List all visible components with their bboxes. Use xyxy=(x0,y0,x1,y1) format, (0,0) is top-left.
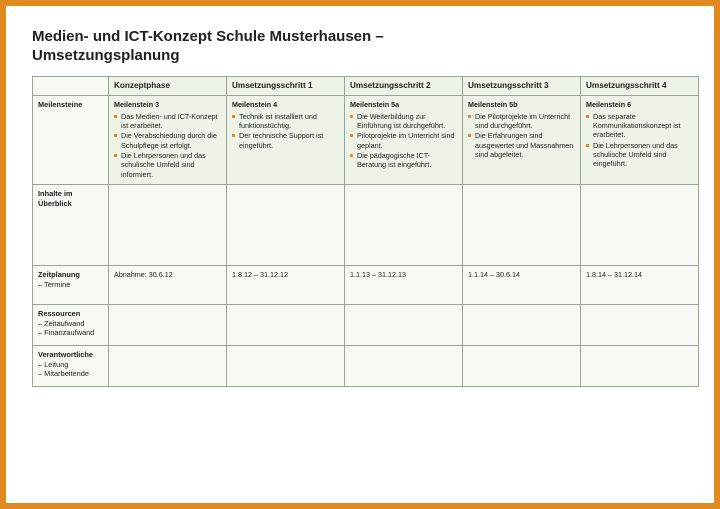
ress-cell-1 xyxy=(227,305,345,346)
zeit-cell-0: Abnahme: 30.6.12 xyxy=(109,266,227,305)
col-konzeptphase: Konzeptphase xyxy=(109,76,227,96)
meilen-item: Die Lehrpersonen und das schulische Umfe… xyxy=(114,151,221,179)
meilen-list-3: Die Pilotprojekte im Unterricht sind dur… xyxy=(468,112,575,160)
row-ressourcen: Ressourcen – Zeitaufwand – Finanzaufwand xyxy=(33,305,699,346)
meilen-list-2: Die Weiterbildung zur Einführung ist dur… xyxy=(350,112,457,170)
ress-cell-0 xyxy=(109,305,227,346)
header-row: Konzeptphase Umsetzungsschritt 1 Umsetzu… xyxy=(33,76,699,96)
zeit-cell-3: 1.1.14 – 30.6.14 xyxy=(463,266,581,305)
verant-cell-2 xyxy=(345,346,463,387)
meilen-cell-0: Meilenstein 3 Das Medien- und ICT-Konzep… xyxy=(109,96,227,185)
meilen-item: Die Erfahrungen sind ausgewertet und Mas… xyxy=(468,131,575,159)
meilen-title-0: Meilenstein 3 xyxy=(114,100,221,109)
rowlabel-meilensteine: Meilensteine xyxy=(33,96,109,185)
meilen-item: Die Verabschiedung durch die Schulpflege… xyxy=(114,131,221,150)
rowlabel-inhalte: Inhalte im Überblick xyxy=(33,185,109,266)
ress-cell-4 xyxy=(581,305,699,346)
rowlabel-zeitplanung: Zeitplanung – Termine xyxy=(33,266,109,305)
meilen-cell-4: Meilenstein 6 Das separate Kommunikation… xyxy=(581,96,699,185)
row-verantwortliche: Verantwortliche – Leitung – Mitarbeitend… xyxy=(33,346,699,387)
meilen-cell-3: Meilenstein 5b Die Pilotprojekte im Unte… xyxy=(463,96,581,185)
ress-sub1: – Zeitaufwand xyxy=(38,319,103,329)
inhalte-cell-4 xyxy=(581,185,699,266)
zeit-cell-2: 1.1.13 – 31.12.13 xyxy=(345,266,463,305)
title-block: Medien- und ICT-Konzept Schule Musterhau… xyxy=(32,28,688,66)
verant-cell-0 xyxy=(109,346,227,387)
zeit-cell-4: 1.8.14 – 31.12.14 xyxy=(581,266,699,305)
meilen-item: Die pädagogische ICT-Beratung ist eingef… xyxy=(350,151,457,170)
meilen-item: Die Weiterbildung zur Einführung ist dur… xyxy=(350,112,457,131)
inhalte-cell-3 xyxy=(463,185,581,266)
planning-table: Konzeptphase Umsetzungsschritt 1 Umsetzu… xyxy=(32,76,699,388)
ress-sub2: – Finanzaufwand xyxy=(38,328,103,338)
row-inhalte: Inhalte im Überblick xyxy=(33,185,699,266)
verant-label: Verantwortliche xyxy=(38,350,93,359)
inhalte-cell-1 xyxy=(227,185,345,266)
meilen-cell-1: Meilenstein 4 Technik ist installiert un… xyxy=(227,96,345,185)
rowlabel-ressourcen: Ressourcen – Zeitaufwand – Finanzaufwand xyxy=(33,305,109,346)
meilen-item: Pilotprojekte im Unterricht sind geplant… xyxy=(350,131,457,150)
meilen-title-3: Meilenstein 5b xyxy=(468,100,575,109)
meilen-item: Der technische Support ist eingeführt. xyxy=(232,131,339,150)
title-line-2: Umsetzungsplanung xyxy=(32,47,688,66)
col-umsetzung-1: Umsetzungsschritt 1 xyxy=(227,76,345,96)
verant-sub1: – Leitung xyxy=(38,360,103,370)
col-umsetzung-2: Umsetzungsschritt 2 xyxy=(345,76,463,96)
meilen-title-1: Meilenstein 4 xyxy=(232,100,339,109)
verant-cell-1 xyxy=(227,346,345,387)
verant-sub2: – Mitarbeitende xyxy=(38,369,103,379)
meilen-list-0: Das Medien- und ICT-Konzept ist erarbeit… xyxy=(114,112,221,180)
row-zeitplanung: Zeitplanung – Termine Abnahme: 30.6.12 1… xyxy=(33,266,699,305)
meilen-item: Die Lehrpersonen und das schulische Umfe… xyxy=(586,141,693,169)
meilen-title-4: Meilenstein 6 xyxy=(586,100,693,109)
col-umsetzung-3: Umsetzungsschritt 3 xyxy=(463,76,581,96)
meilen-item: Das separate Kommunikationskonzept ist e… xyxy=(586,112,693,140)
meilen-item: Das Medien- und ICT-Konzept ist erarbeit… xyxy=(114,112,221,131)
row-meilensteine: Meilensteine Meilenstein 3 Das Medien- u… xyxy=(33,96,699,185)
meilen-title-2: Meilenstein 5a xyxy=(350,100,457,109)
title-line-1: Medien- und ICT-Konzept Schule Musterhau… xyxy=(32,28,688,47)
meilen-list-4: Das separate Kommunikationskonzept ist e… xyxy=(586,112,693,169)
ress-label: Ressourcen xyxy=(38,309,80,318)
ress-cell-2 xyxy=(345,305,463,346)
zeit-sub: – Termine xyxy=(38,280,103,290)
zeit-label: Zeitplanung xyxy=(38,270,80,279)
inhalte-cell-2 xyxy=(345,185,463,266)
zeit-cell-1: 1.8.12 – 31.12.12 xyxy=(227,266,345,305)
meilen-list-1: Technik ist installiert und funktionstüc… xyxy=(232,112,339,150)
verant-cell-4 xyxy=(581,346,699,387)
meilen-cell-2: Meilenstein 5a Die Weiterbildung zur Ein… xyxy=(345,96,463,185)
ress-cell-3 xyxy=(463,305,581,346)
meilen-item: Die Pilotprojekte im Unterricht sind dur… xyxy=(468,112,575,131)
meilen-item: Technik ist installiert und funktionstüc… xyxy=(232,112,339,131)
col-umsetzung-4: Umsetzungsschritt 4 xyxy=(581,76,699,96)
verant-cell-3 xyxy=(463,346,581,387)
inhalte-cell-0 xyxy=(109,185,227,266)
rowlabel-verantwortliche: Verantwortliche – Leitung – Mitarbeitend… xyxy=(33,346,109,387)
header-corner xyxy=(33,76,109,96)
